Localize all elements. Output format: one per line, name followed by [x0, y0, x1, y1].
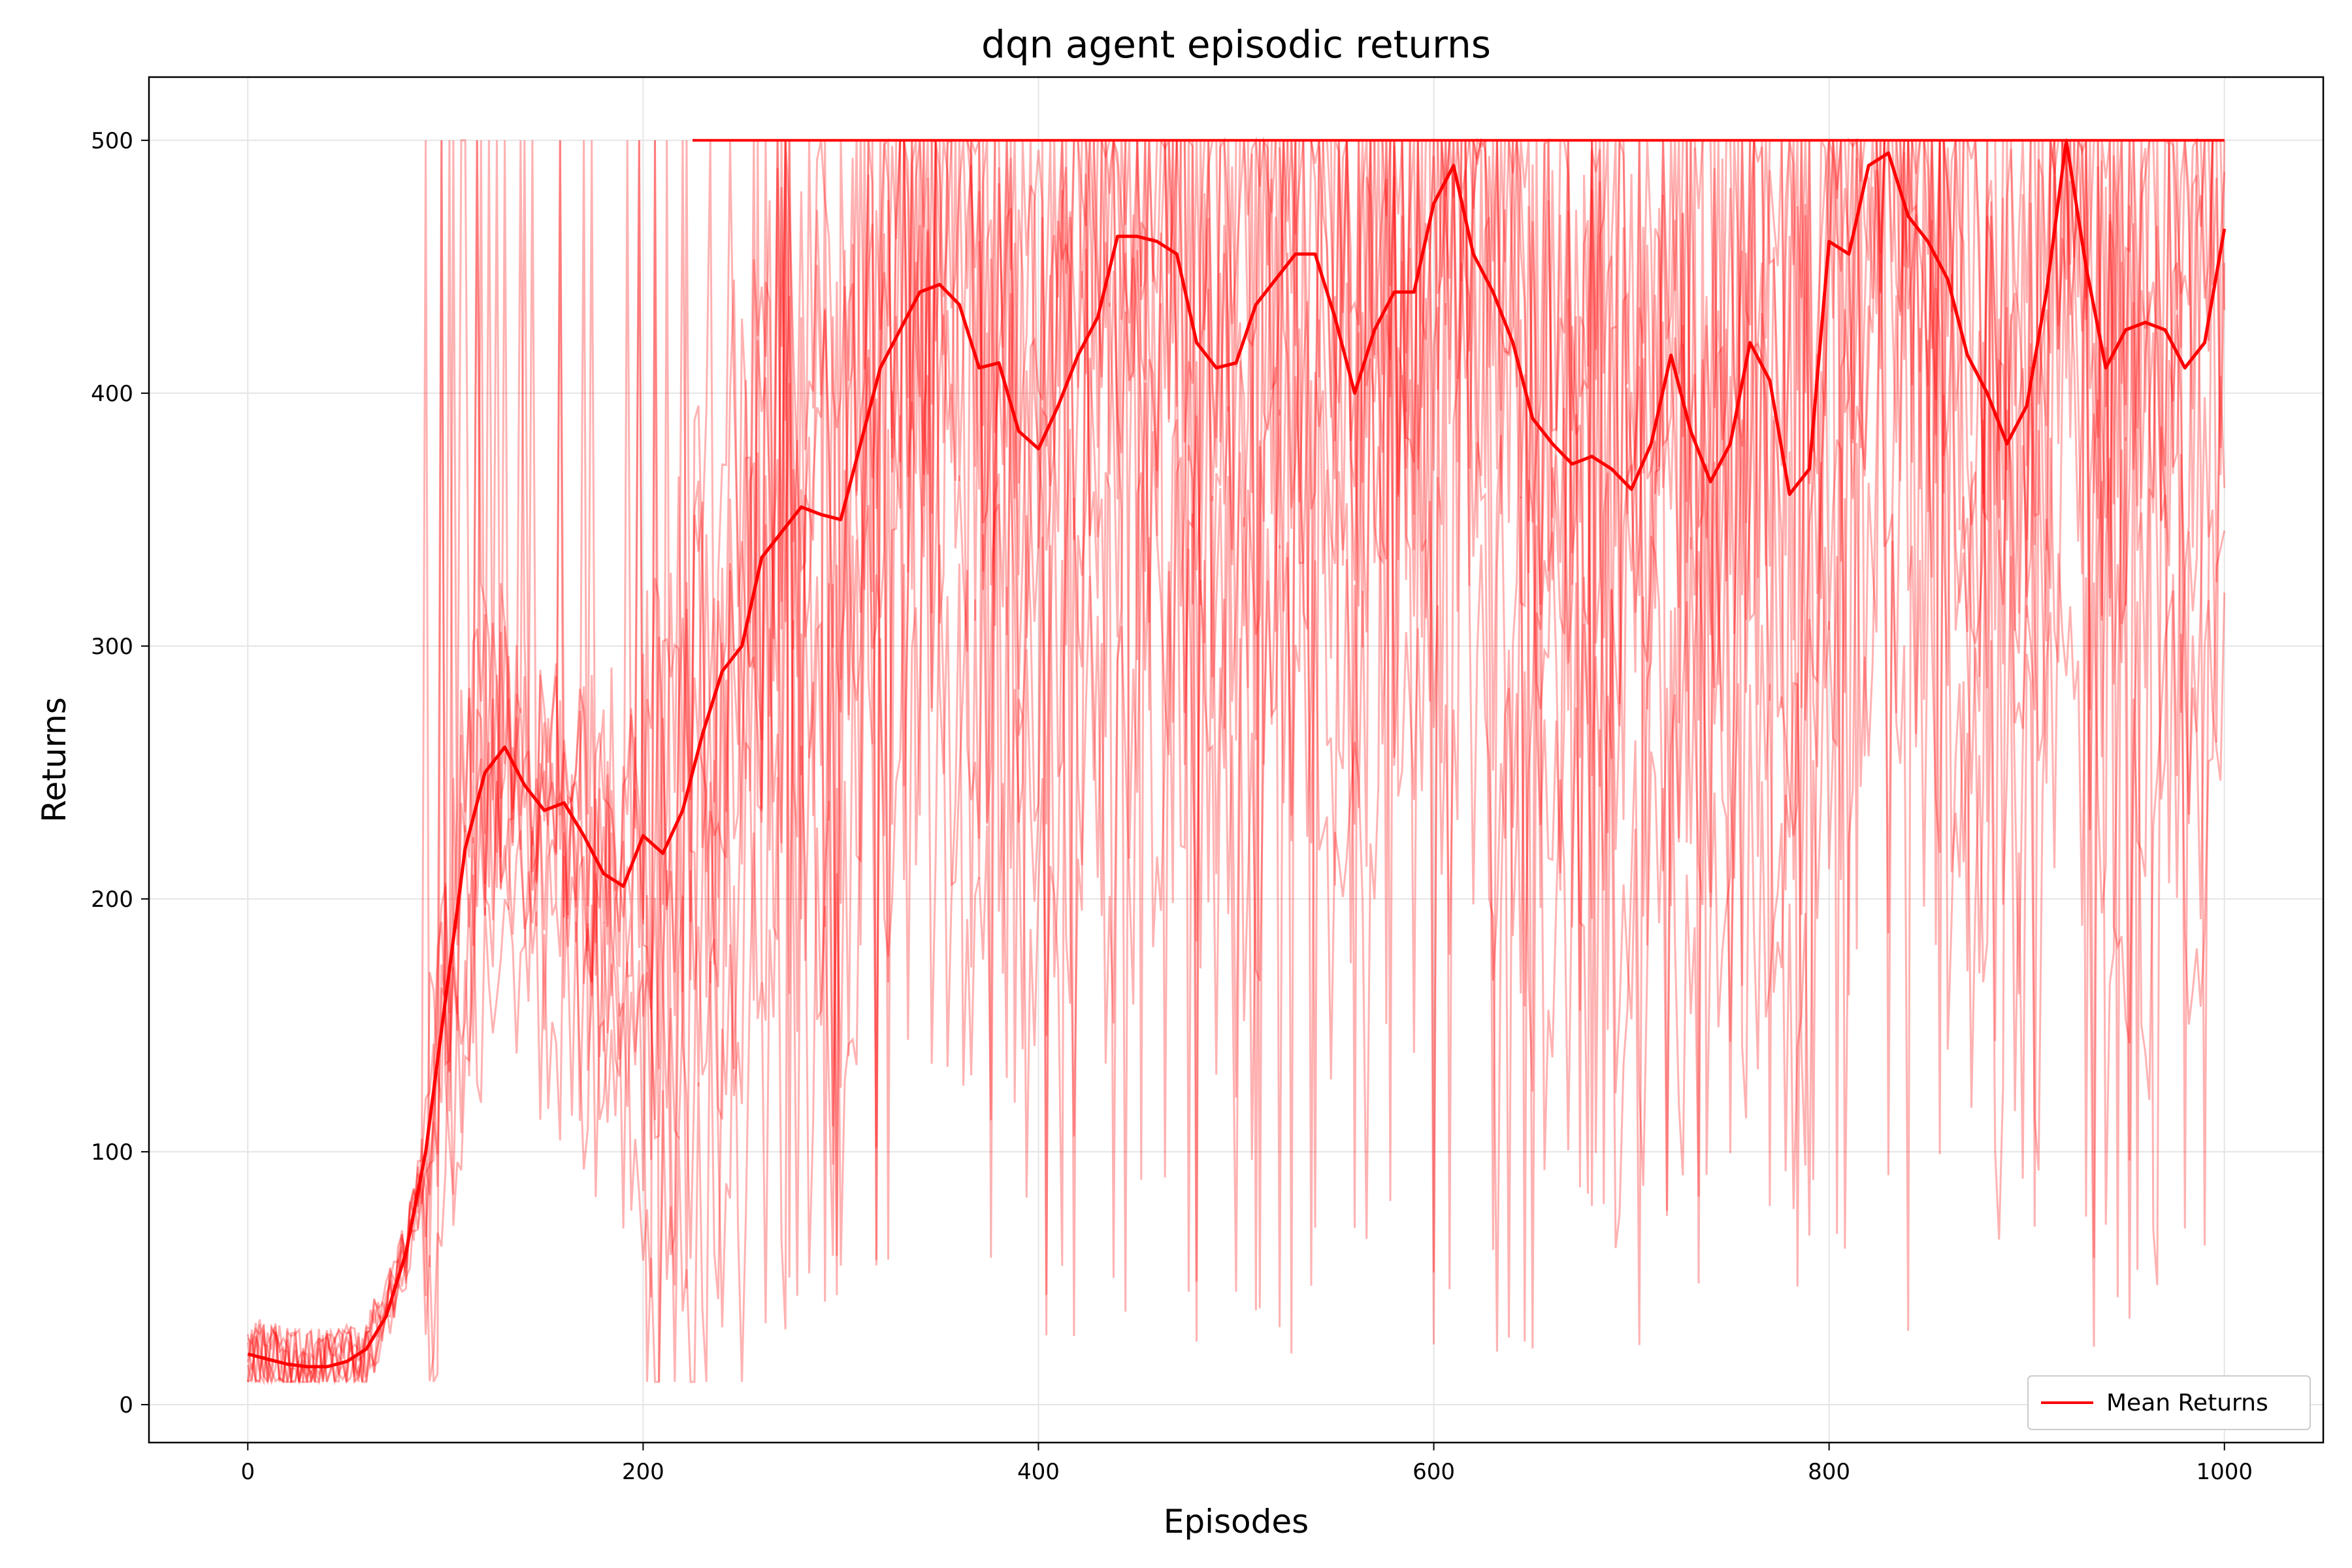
y-tick-label: 100: [91, 1139, 133, 1166]
x-tick-label: 0: [240, 1459, 255, 1485]
run-line-7: [246, 139, 2226, 1386]
run-line-2: [246, 139, 2226, 1384]
chart-title: dqn agent episodic returns: [981, 22, 1491, 67]
y-axis-ticks: 0 100 200 300 400 500: [91, 128, 149, 1418]
x-tick-label: 200: [622, 1459, 664, 1485]
x-tick-label: 1000: [2196, 1459, 2253, 1485]
x-tick-label: 600: [1413, 1459, 1455, 1485]
run-line-6: [247, 137, 2225, 1383]
legend: Mean Returns: [2027, 1375, 2311, 1430]
y-tick-label: 0: [119, 1392, 133, 1418]
mean-series: [247, 139, 2227, 1369]
run-line-3: [246, 139, 2226, 1385]
y-tick-label: 500: [91, 128, 133, 154]
x-tick-label: 400: [1017, 1459, 1060, 1485]
mean-returns-line: [247, 139, 2227, 1369]
individual-runs: [246, 137, 2226, 1386]
x-axis-ticks: 0 200 400 600 800 1000: [240, 1443, 2253, 1485]
x-tick-label: 800: [1808, 1459, 1850, 1485]
y-tick-label: 300: [91, 634, 133, 660]
run-line-1: [246, 139, 2226, 1383]
run-line-8: [246, 137, 2226, 1386]
y-axis-label: Returns: [35, 697, 73, 823]
y-tick-label: 400: [91, 381, 133, 407]
legend-box: [2027, 1375, 2311, 1430]
x-axis-label: Episodes: [1164, 1503, 1309, 1541]
legend-label-mean-returns: Mean Returns: [2106, 1390, 2268, 1416]
grid-lines: [149, 77, 2323, 1443]
plot-frame: [148, 76, 2325, 1444]
y-tick-label: 200: [91, 887, 133, 913]
